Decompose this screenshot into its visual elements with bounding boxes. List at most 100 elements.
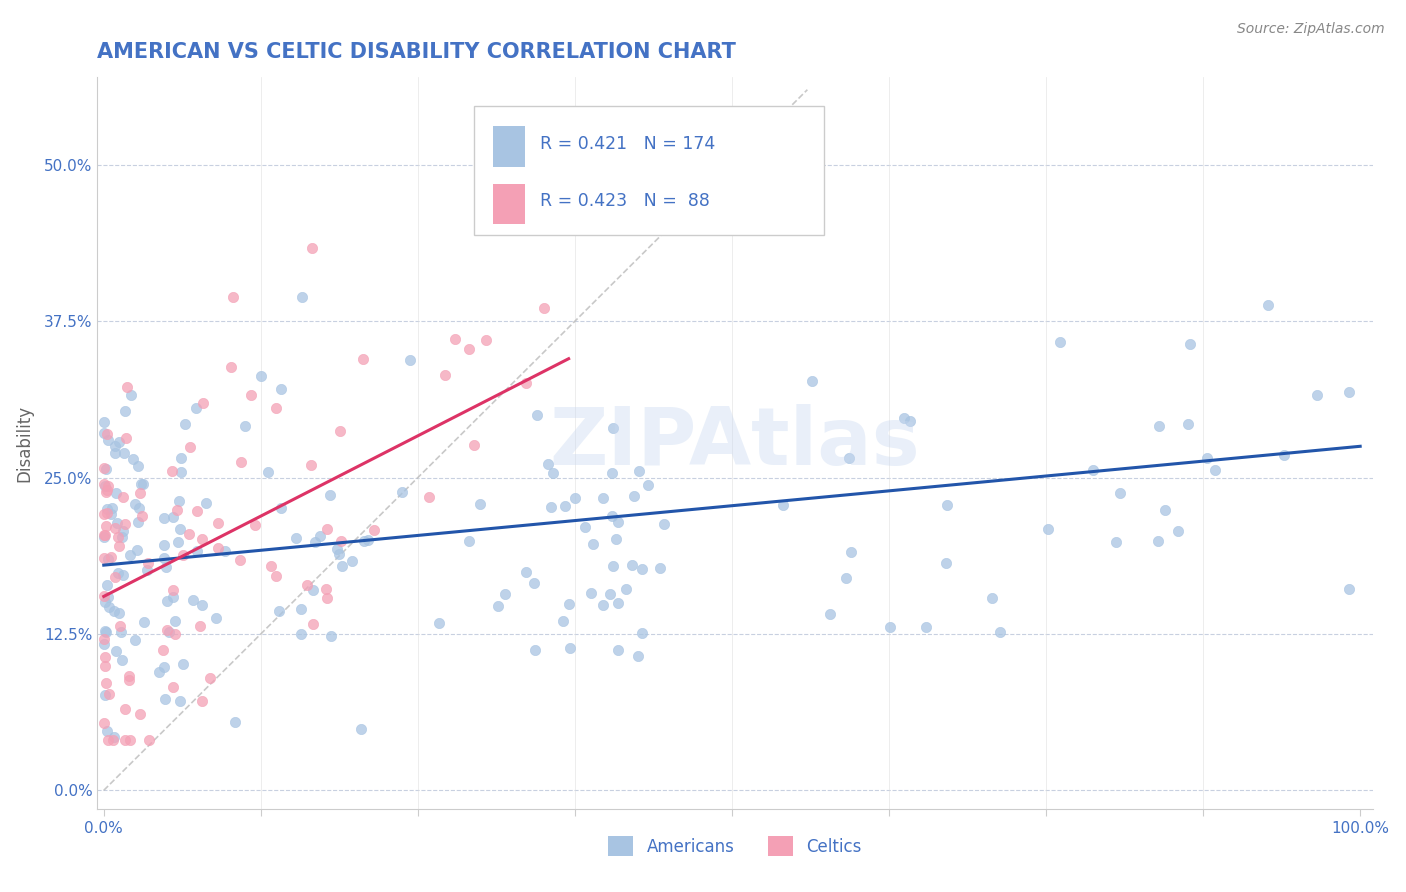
Point bbox=[97, 600, 120, 615]
Point bbox=[93, 528, 115, 542]
Point bbox=[103, 730, 125, 744]
Point bbox=[1167, 524, 1189, 538]
Y-axis label: Disability: Disability bbox=[15, 405, 32, 482]
Point bbox=[124, 497, 146, 511]
Point bbox=[1038, 522, 1060, 536]
Point bbox=[153, 511, 176, 525]
Point bbox=[118, 673, 141, 687]
Point bbox=[558, 597, 581, 611]
Point bbox=[97, 479, 120, 493]
Point bbox=[163, 626, 186, 640]
Point bbox=[893, 411, 915, 425]
Point bbox=[124, 633, 146, 648]
Point bbox=[558, 641, 581, 656]
Bar bbox=[494, 127, 524, 167]
Point bbox=[326, 541, 349, 556]
Point bbox=[191, 694, 214, 708]
Point bbox=[1049, 335, 1071, 350]
Point bbox=[457, 534, 479, 549]
Point bbox=[264, 569, 287, 583]
Point bbox=[468, 497, 491, 511]
Point bbox=[93, 528, 115, 542]
Point bbox=[533, 301, 555, 315]
Point bbox=[224, 714, 246, 729]
Point bbox=[179, 440, 201, 454]
Point bbox=[167, 493, 190, 508]
Point bbox=[526, 408, 548, 422]
Legend: Americans, Celtics: Americans, Celtics bbox=[602, 830, 869, 863]
Point bbox=[162, 590, 184, 604]
Point bbox=[291, 290, 314, 304]
Point bbox=[229, 553, 252, 567]
Point bbox=[772, 498, 794, 512]
Point bbox=[330, 558, 353, 573]
Point bbox=[319, 488, 342, 502]
FancyBboxPatch shape bbox=[474, 106, 824, 235]
Point bbox=[136, 556, 159, 570]
Point bbox=[600, 508, 623, 523]
Point bbox=[515, 566, 537, 580]
Point bbox=[650, 561, 672, 575]
Point bbox=[97, 433, 120, 447]
Point bbox=[443, 332, 465, 346]
Point bbox=[1306, 388, 1329, 402]
Point bbox=[184, 401, 207, 415]
Point bbox=[112, 446, 135, 460]
Point bbox=[315, 582, 337, 597]
Point bbox=[340, 554, 363, 568]
Point bbox=[127, 459, 149, 474]
Point bbox=[260, 558, 283, 573]
Point bbox=[93, 595, 115, 609]
Point bbox=[269, 604, 291, 618]
Point bbox=[1204, 463, 1226, 477]
Point bbox=[122, 451, 145, 466]
Point bbox=[1178, 337, 1201, 351]
Point bbox=[108, 539, 131, 553]
Point bbox=[104, 521, 127, 535]
Point bbox=[620, 558, 643, 572]
Point bbox=[193, 396, 215, 410]
Point bbox=[114, 431, 136, 445]
Point bbox=[302, 582, 325, 597]
Point bbox=[155, 623, 177, 637]
Point bbox=[162, 681, 184, 695]
Point bbox=[523, 576, 546, 591]
Point bbox=[935, 556, 957, 570]
Point bbox=[134, 615, 156, 630]
Point bbox=[981, 591, 1004, 605]
Point bbox=[153, 660, 176, 674]
Point bbox=[131, 477, 153, 491]
Point bbox=[1339, 385, 1361, 400]
Point bbox=[100, 507, 122, 521]
Point bbox=[98, 687, 121, 701]
Point bbox=[96, 519, 118, 533]
Point bbox=[839, 545, 862, 559]
Point bbox=[94, 649, 117, 664]
Point bbox=[111, 653, 134, 667]
Point bbox=[96, 723, 118, 738]
Point bbox=[195, 496, 218, 510]
Point bbox=[93, 550, 115, 565]
Point bbox=[304, 535, 326, 549]
Point bbox=[301, 241, 323, 255]
Point bbox=[231, 455, 253, 469]
Point bbox=[112, 524, 135, 538]
Point bbox=[463, 438, 485, 452]
Point bbox=[103, 604, 125, 618]
Point bbox=[800, 374, 823, 388]
Point bbox=[156, 594, 179, 608]
Point bbox=[607, 642, 630, 657]
Point bbox=[574, 520, 596, 534]
Point bbox=[96, 483, 118, 497]
Point bbox=[1177, 417, 1199, 431]
Point bbox=[214, 544, 236, 558]
Point bbox=[136, 563, 159, 577]
Point bbox=[533, 183, 555, 197]
Point bbox=[94, 462, 117, 476]
Point bbox=[540, 500, 562, 514]
Point bbox=[270, 501, 292, 516]
Point bbox=[181, 593, 204, 607]
Point bbox=[207, 541, 229, 555]
Text: R = 0.423   N =  88: R = 0.423 N = 88 bbox=[540, 193, 710, 211]
Point bbox=[270, 383, 292, 397]
